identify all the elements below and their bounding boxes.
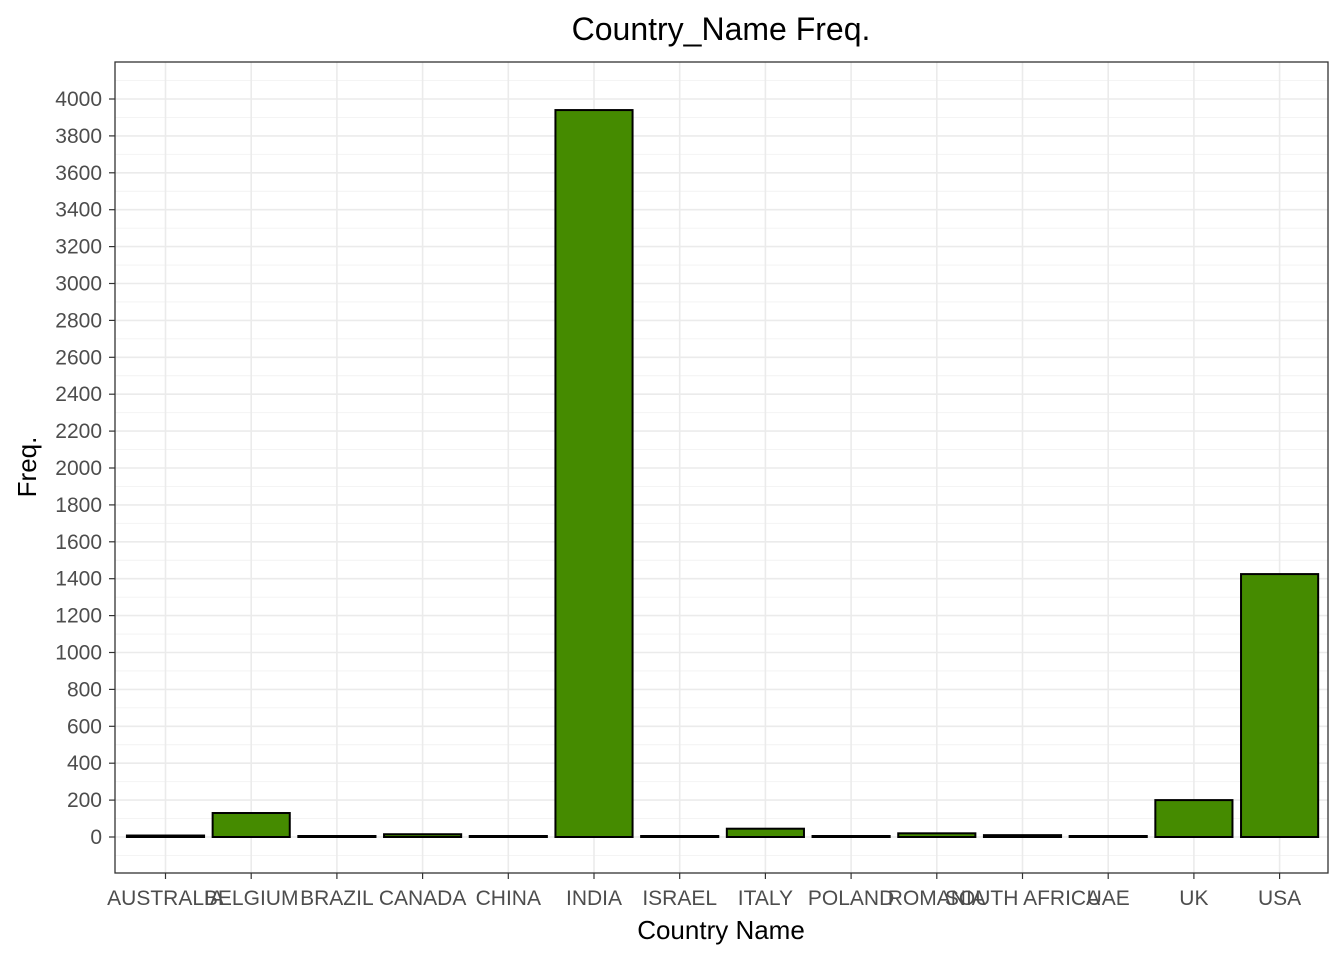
y-tick-label: 400 <box>67 752 102 775</box>
bar-italy <box>725 827 805 839</box>
bar-uae <box>1068 835 1148 838</box>
bar-india <box>554 109 634 838</box>
bar-poland <box>811 835 891 838</box>
x-tick-label: INDIA <box>566 887 622 910</box>
bars <box>125 109 1320 839</box>
y-tick-label: 3000 <box>55 273 102 296</box>
y-tick-label: 2000 <box>55 457 102 480</box>
y-tick-label: 3600 <box>55 162 102 185</box>
y-tick-label: 2200 <box>55 420 102 443</box>
bar-romania <box>897 832 977 838</box>
x-tick-label: AUSTRALIA <box>107 887 224 910</box>
bar-israel <box>640 835 720 838</box>
y-tick-label: 2600 <box>55 346 102 369</box>
y-tick-label: 1200 <box>55 605 102 628</box>
y-tick-label: 4000 <box>55 88 102 111</box>
x-tick-label: ROMANIA <box>888 887 986 910</box>
bar-canada <box>383 833 463 838</box>
y-tick-label: 1600 <box>55 531 102 554</box>
x-tick-label: BRAZIL <box>300 887 374 910</box>
x-tick-label: POLAND <box>808 887 894 910</box>
y-tick-label: 600 <box>67 715 102 738</box>
x-tick-label: CANADA <box>379 887 467 910</box>
x-tick-label: UAE <box>1087 887 1130 910</box>
y-tick-label: 1800 <box>55 494 102 517</box>
bar-south-africa <box>982 834 1063 839</box>
y-tick-label: 0 <box>90 826 102 849</box>
x-tick-label: ITALY <box>738 887 793 910</box>
y-axis: 0 200 400 600 800 1000 1200 1400 1600 1800 2000 220… <box>55 88 115 849</box>
y-tick-label: 3800 <box>55 125 102 148</box>
bar-usa <box>1240 573 1320 839</box>
y-axis-title: Freq. <box>12 437 42 498</box>
y-tick-label: 3200 <box>55 236 102 259</box>
y-tick-label: 3400 <box>55 199 102 222</box>
bar-china <box>468 835 548 838</box>
bar-australia <box>125 834 206 838</box>
y-tick-label: 1000 <box>55 642 102 665</box>
y-tick-label: 2400 <box>55 383 102 406</box>
bar-belgium <box>211 812 291 839</box>
x-tick-label: UK <box>1179 887 1208 910</box>
bar-brazil <box>297 835 377 838</box>
x-tick-label: ISRAEL <box>642 887 717 910</box>
y-tick-label: 1400 <box>55 568 102 591</box>
x-tick-label: SOUTH AFRICA <box>945 887 1100 910</box>
x-tick-label: BELGIUM <box>204 887 299 910</box>
x-tick-label: CHINA <box>476 887 541 910</box>
y-tick-label: 200 <box>67 789 102 812</box>
y-tick-label: 800 <box>67 678 102 701</box>
gridlines <box>115 62 1328 873</box>
chart-title: Country_Name Freq. <box>572 11 871 47</box>
y-tick-label: 2800 <box>55 309 102 332</box>
x-axis-title: Country Name <box>637 915 805 945</box>
bar-uk <box>1154 799 1234 838</box>
x-tick-label: USA <box>1258 887 1301 910</box>
